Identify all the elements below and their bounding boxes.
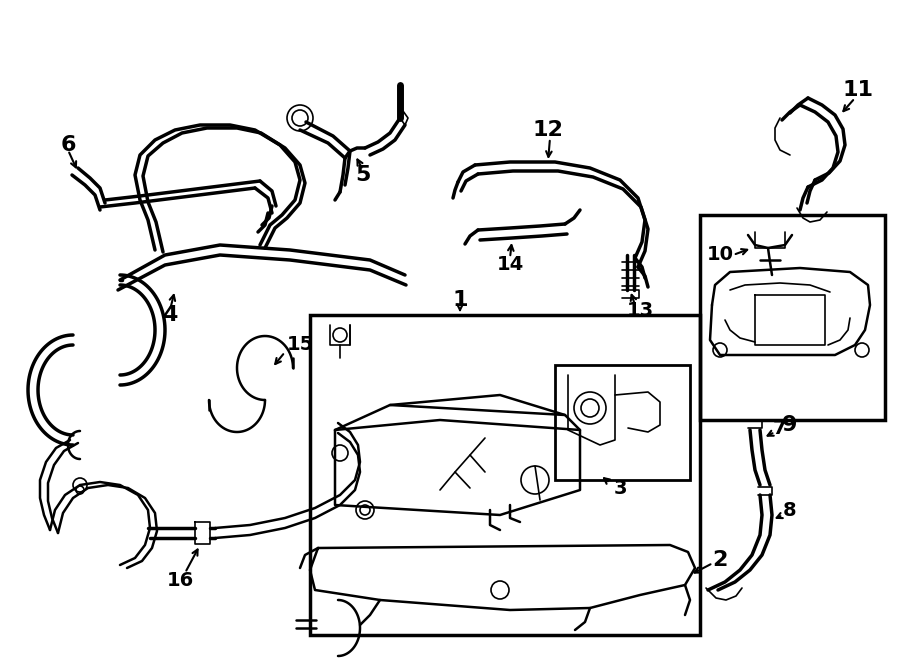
- Text: 12: 12: [533, 120, 563, 140]
- Text: 1: 1: [452, 290, 468, 310]
- Text: 15: 15: [286, 336, 313, 354]
- Text: 2: 2: [712, 550, 728, 570]
- Bar: [310, 315, 700, 635]
- Text: 6: 6: [60, 135, 76, 155]
- Text: 10: 10: [706, 245, 733, 264]
- Text: 11: 11: [842, 80, 874, 100]
- Text: 4: 4: [162, 305, 177, 325]
- Text: 14: 14: [497, 256, 524, 274]
- Text: 8: 8: [783, 500, 796, 520]
- Text: 9: 9: [782, 415, 797, 435]
- Text: 3: 3: [613, 479, 626, 498]
- Text: 16: 16: [166, 570, 194, 590]
- Bar: [555, 365, 690, 480]
- Text: 7: 7: [773, 418, 787, 438]
- Bar: [700, 215, 885, 420]
- Text: 13: 13: [626, 301, 653, 319]
- Text: 5: 5: [356, 165, 371, 185]
